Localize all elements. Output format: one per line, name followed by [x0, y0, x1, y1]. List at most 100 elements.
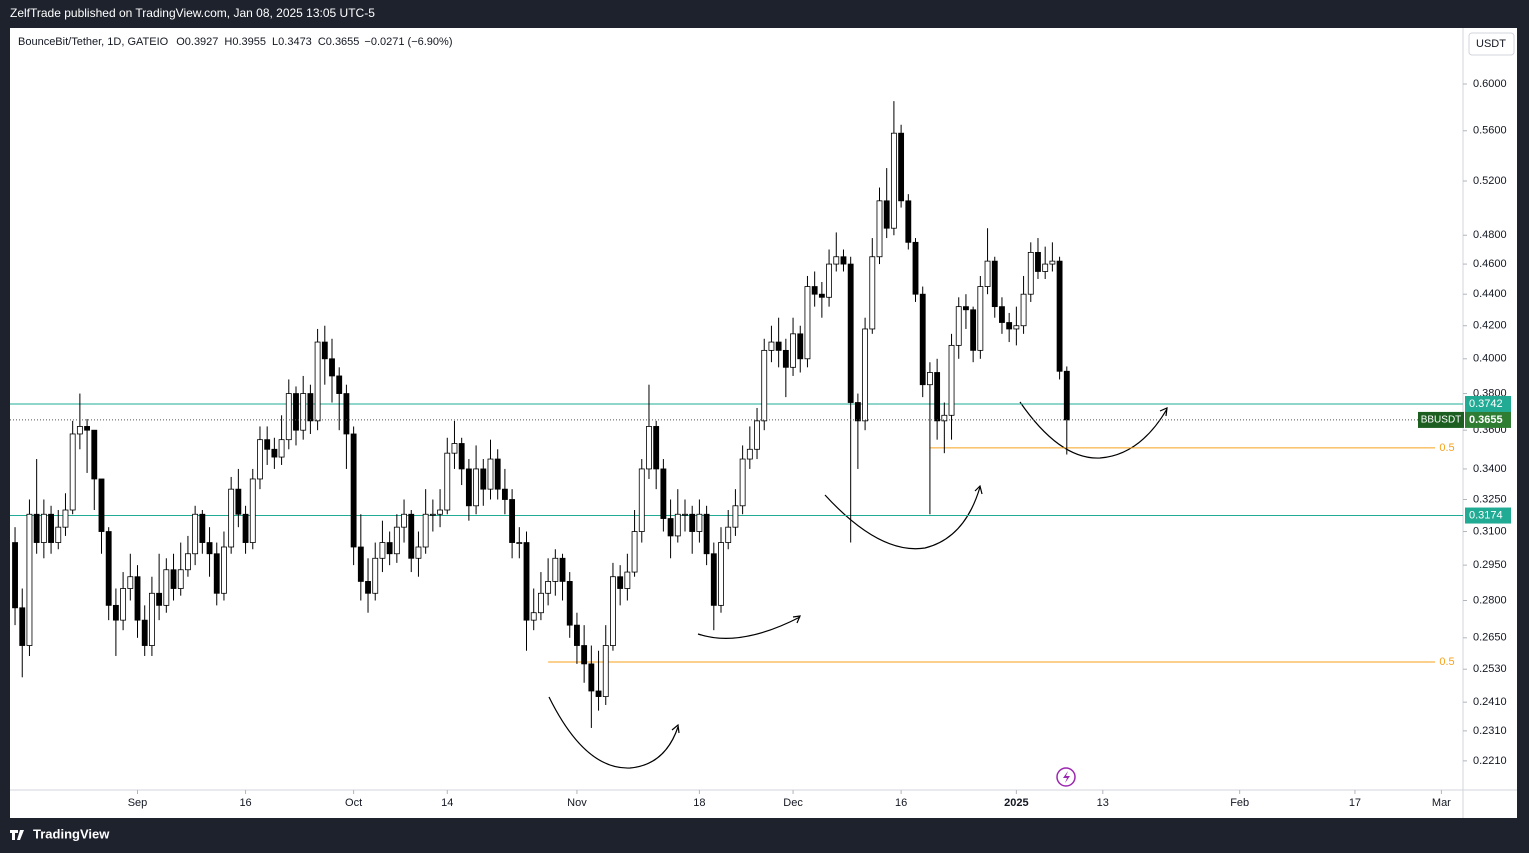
drawings [548, 401, 1168, 769]
y-tick-label: 0.2410 [1473, 696, 1507, 708]
candle-body [934, 372, 941, 422]
candle-body [501, 488, 508, 500]
candle-body [595, 690, 602, 697]
candle-body [84, 426, 91, 431]
candle-body [1027, 251, 1034, 295]
candle-body [444, 452, 451, 511]
legend: BounceBit/Tether, 1D, GATEIO O0.3927 H0.39… [18, 36, 453, 48]
candle-body [999, 306, 1005, 323]
candle-body [487, 458, 494, 490]
currency: USDT [1476, 38, 1506, 50]
candle-body [869, 256, 876, 330]
candle-body [148, 592, 155, 646]
candle-body [653, 426, 660, 470]
y-tick-label: 0.3100 [1473, 525, 1507, 537]
candle-body [242, 513, 249, 543]
candle-body [12, 542, 18, 609]
candle-body [134, 576, 141, 621]
x-tick-label: Feb [1230, 797, 1249, 809]
candle-body [559, 557, 566, 582]
candle-body [105, 531, 112, 606]
candle-body [1042, 263, 1049, 272]
candle-body [631, 531, 638, 573]
legend-value: 0.3927 [185, 36, 219, 48]
candle-body [357, 546, 364, 582]
candle-body [221, 546, 227, 594]
y-tick-label: 0.3400 [1473, 463, 1507, 475]
candle-body [674, 513, 681, 537]
y-tick-label: 0.3250 [1473, 493, 1507, 505]
candle-body [429, 513, 436, 516]
level-badge [1465, 507, 1511, 524]
candle-body [170, 569, 177, 589]
candle-body [941, 414, 948, 422]
candle-body [257, 439, 263, 480]
candle-body [127, 576, 134, 589]
candle-body [667, 518, 674, 537]
candle-body [1049, 260, 1056, 265]
candle-body [955, 306, 962, 346]
candle-body [660, 468, 667, 519]
candle-body [120, 588, 127, 621]
candle-body [610, 576, 616, 646]
brand: TradingView [33, 826, 110, 841]
candle-body [746, 448, 753, 460]
candle-body [682, 513, 688, 516]
candle-body [790, 333, 796, 368]
legend-value: 0.3655 [326, 36, 360, 48]
x-tick-label: Sep [128, 797, 148, 809]
candle-body [991, 260, 998, 308]
candle-body [422, 513, 429, 548]
y-tick-label: 0.2310 [1473, 725, 1507, 737]
candle-body [393, 526, 400, 555]
curve-arrow [824, 486, 981, 550]
candle-body [213, 553, 220, 594]
candle-body [847, 263, 854, 403]
candle-body [156, 592, 163, 606]
legend-key: L [272, 36, 278, 48]
candle-body [970, 309, 977, 351]
candle-body [365, 581, 371, 594]
candle-body [552, 557, 559, 582]
candle-body [804, 286, 811, 360]
candle-body [811, 286, 818, 295]
candle-body [98, 478, 105, 532]
candle-body [1013, 325, 1020, 330]
x-tick-label: 2025 [1004, 797, 1028, 809]
candle-body [581, 645, 588, 665]
candle-body [840, 256, 847, 265]
candle-body [199, 513, 206, 543]
curve-arrow [697, 616, 801, 639]
candle-body [321, 341, 328, 360]
x-tick-label: 16 [239, 797, 251, 809]
legend-key: H [224, 36, 232, 48]
candle-body [602, 645, 609, 697]
candle-body [48, 513, 54, 543]
candle-body [919, 293, 926, 386]
candle-body [451, 443, 458, 454]
currency-button[interactable] [1468, 32, 1515, 56]
candle-body [69, 433, 76, 511]
y-tick-label: 0.4600 [1473, 258, 1507, 270]
candle-body [415, 546, 422, 559]
candle-body [984, 260, 991, 287]
candle-body [689, 513, 696, 532]
candle-body [91, 429, 98, 480]
fib-label: 0.5 [1439, 656, 1454, 668]
candle-body [890, 132, 897, 229]
y-tick-label: 0.4000 [1473, 353, 1507, 365]
candle-body [401, 513, 407, 528]
candle-body [624, 571, 631, 589]
symbol-label: BBUSDT [1421, 415, 1462, 426]
candle-body [264, 439, 271, 450]
candle-body [833, 256, 840, 265]
legend-key: C [318, 36, 326, 48]
y-tick-label: 0.4400 [1473, 288, 1507, 300]
candle-body [343, 393, 350, 435]
candle-body [761, 349, 768, 422]
candle-body [112, 604, 119, 621]
x-tick-label: 16 [895, 797, 907, 809]
candle-body [1020, 293, 1027, 327]
candle-body [372, 557, 379, 594]
